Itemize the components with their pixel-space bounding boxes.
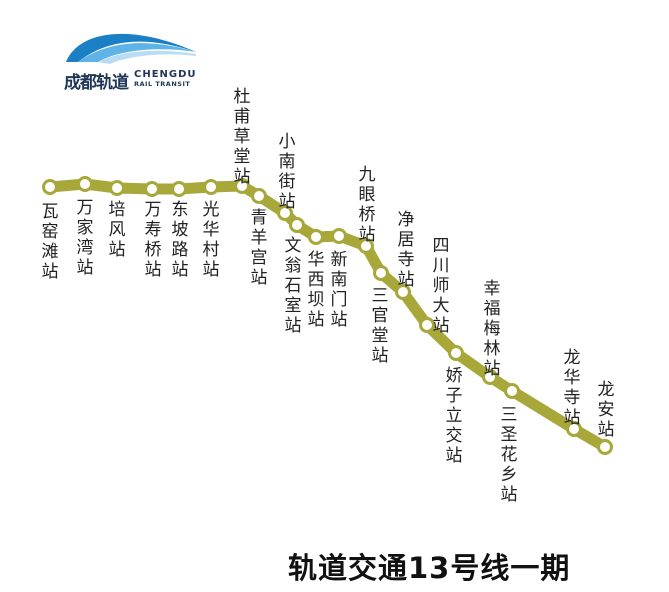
station-marker <box>42 179 58 195</box>
station-label: 新南门站 <box>330 250 348 330</box>
station-marker <box>277 205 293 221</box>
station-marker <box>289 217 305 233</box>
station-label: 万家湾站 <box>76 198 94 278</box>
station-marker <box>251 188 267 204</box>
map-title: 轨道交通13号线一期 <box>288 551 571 585</box>
logo-en-text: CHENGDU <box>134 69 197 80</box>
station-label: 东坡路站 <box>171 200 189 280</box>
logo-wave-icon <box>66 33 196 64</box>
station-marker <box>234 178 250 194</box>
station-label: 三官堂站 <box>371 286 389 366</box>
station-label: 万寿桥站 <box>144 200 162 280</box>
station-marker <box>77 176 93 192</box>
station-marker <box>597 439 613 455</box>
station-label: 九眼桥站 <box>358 165 376 245</box>
station-label: 光华村站 <box>202 200 220 280</box>
logo-en-subtext: RAIL TRANSIT <box>134 80 191 88</box>
station-label: 培风站 <box>108 200 126 260</box>
station-marker <box>482 369 498 385</box>
station-label: 龙华寺站 <box>563 348 581 428</box>
station-label: 小南街站 <box>278 132 296 212</box>
station-label: 三圣花乡站 <box>500 405 518 505</box>
station-label: 杜甫草堂站 <box>233 87 251 187</box>
station-label: 四川师大站 <box>432 236 450 336</box>
station-marker <box>395 284 411 300</box>
station-marker <box>419 317 435 333</box>
station-marker <box>171 181 187 197</box>
station-label: 龙安站 <box>597 380 615 440</box>
line-13-route <box>44 178 611 453</box>
station-marker <box>373 265 389 281</box>
station-label: 文翁石室站 <box>284 236 302 336</box>
station-marker <box>504 383 520 399</box>
station-label: 青羊宫站 <box>250 208 268 288</box>
station-marker <box>566 421 582 437</box>
station-marker <box>203 179 219 195</box>
station-marker <box>109 180 125 196</box>
station-marker <box>448 345 464 361</box>
station-marker <box>144 181 160 197</box>
chengdu-rail-transit-logo: 成都轨道 CHENGDU RAIL TRANSIT <box>58 22 208 93</box>
logo-cn-text: 成都轨道 <box>64 73 129 93</box>
station-label: 华西坝站 <box>307 250 325 330</box>
station-marker <box>331 228 347 244</box>
station-label: 幸福梅林站 <box>483 279 501 379</box>
station-marker <box>358 238 374 254</box>
station-label: 瓦窑滩站 <box>41 202 59 282</box>
station-label: 净居寺站 <box>397 210 415 290</box>
station-label: 娇子立交站 <box>445 366 463 466</box>
station-marker <box>308 229 324 245</box>
